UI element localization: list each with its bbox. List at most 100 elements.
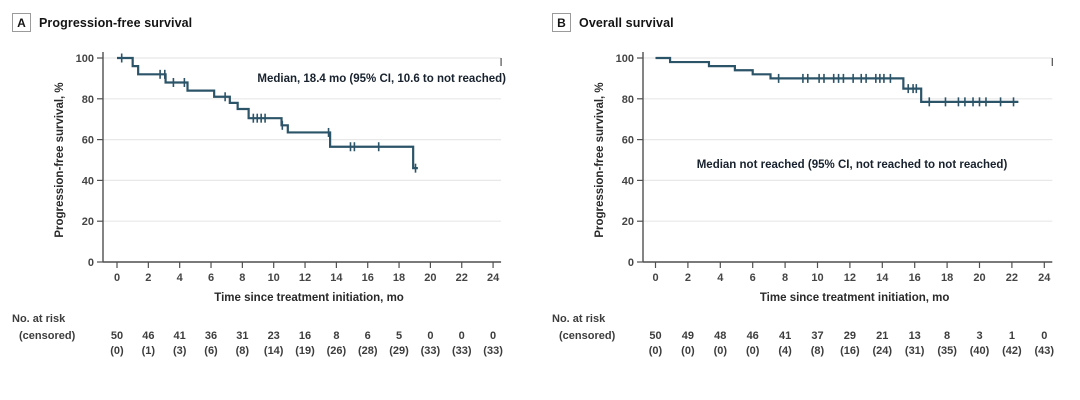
svg-text:(31): (31) bbox=[905, 345, 925, 357]
svg-text:0: 0 bbox=[114, 272, 120, 284]
panel-b-title-row: B Overall survival bbox=[552, 13, 674, 32]
svg-text:0: 0 bbox=[628, 257, 634, 269]
svg-text:0: 0 bbox=[1041, 330, 1047, 342]
svg-text:60: 60 bbox=[82, 135, 94, 147]
svg-text:36: 36 bbox=[205, 330, 217, 342]
svg-text:(29): (29) bbox=[389, 345, 409, 357]
svg-text:41: 41 bbox=[174, 330, 186, 342]
panel-letter-badge: B bbox=[552, 13, 571, 32]
svg-text:No. at risk: No. at risk bbox=[12, 313, 66, 325]
svg-text:22: 22 bbox=[1006, 272, 1018, 284]
svg-text:(33): (33) bbox=[421, 345, 441, 357]
svg-text:24: 24 bbox=[487, 272, 500, 284]
svg-text:46: 46 bbox=[142, 330, 154, 342]
svg-text:(16): (16) bbox=[840, 345, 860, 357]
svg-text:(0): (0) bbox=[649, 345, 663, 357]
svg-text:20: 20 bbox=[82, 216, 94, 228]
svg-text:29: 29 bbox=[844, 330, 856, 342]
svg-text:6: 6 bbox=[750, 272, 756, 284]
svg-text:(0): (0) bbox=[110, 345, 124, 357]
panel-letter-badge: A bbox=[12, 13, 31, 32]
svg-text:12: 12 bbox=[844, 272, 856, 284]
svg-text:50: 50 bbox=[111, 330, 123, 342]
svg-text:(4): (4) bbox=[778, 345, 792, 357]
svg-text:20: 20 bbox=[973, 272, 985, 284]
panel-progression-free-survival: A Progression-free survival 0 20 40 60 80 100… bbox=[12, 13, 506, 357]
svg-text:0: 0 bbox=[459, 330, 465, 342]
svg-text:(14): (14) bbox=[264, 345, 284, 357]
svg-text:1: 1 bbox=[1009, 330, 1015, 342]
svg-text:8: 8 bbox=[333, 330, 339, 342]
svg-text:6: 6 bbox=[208, 272, 214, 284]
svg-text:3: 3 bbox=[976, 330, 982, 342]
svg-text:0: 0 bbox=[427, 330, 433, 342]
svg-text:31: 31 bbox=[236, 330, 248, 342]
svg-text:16: 16 bbox=[362, 272, 374, 284]
svg-text:50: 50 bbox=[649, 330, 661, 342]
svg-text:12: 12 bbox=[299, 272, 311, 284]
svg-text:100: 100 bbox=[616, 53, 634, 65]
svg-text:(0): (0) bbox=[746, 345, 760, 357]
panel-title: Overall survival bbox=[579, 15, 674, 30]
panel-title: Progression-free survival bbox=[39, 15, 193, 30]
svg-text:20: 20 bbox=[622, 216, 634, 228]
svg-text:46: 46 bbox=[747, 330, 759, 342]
svg-text:(8): (8) bbox=[236, 345, 250, 357]
svg-text:6: 6 bbox=[365, 330, 371, 342]
svg-text:2: 2 bbox=[145, 272, 151, 284]
svg-text:No. at risk: No. at risk bbox=[552, 313, 606, 325]
svg-text:(35): (35) bbox=[937, 345, 957, 357]
svg-text:14: 14 bbox=[876, 272, 889, 284]
svg-text:18: 18 bbox=[393, 272, 405, 284]
svg-text:(33): (33) bbox=[452, 345, 472, 357]
svg-text:8: 8 bbox=[239, 272, 245, 284]
svg-text:0: 0 bbox=[490, 330, 496, 342]
svg-text:23: 23 bbox=[268, 330, 280, 342]
svg-text:4: 4 bbox=[177, 272, 184, 284]
svg-text:10: 10 bbox=[268, 272, 280, 284]
svg-text:60: 60 bbox=[622, 135, 634, 147]
svg-text:48: 48 bbox=[714, 330, 726, 342]
svg-text:4: 4 bbox=[717, 272, 724, 284]
svg-text:Progression-free survival, %: Progression-free survival, % bbox=[594, 82, 606, 237]
svg-text:5: 5 bbox=[396, 330, 402, 342]
svg-text:(26): (26) bbox=[327, 345, 347, 357]
svg-text:(0): (0) bbox=[681, 345, 695, 357]
svg-text:20: 20 bbox=[424, 272, 436, 284]
svg-text:(24): (24) bbox=[873, 345, 893, 357]
svg-text:(1): (1) bbox=[142, 345, 156, 357]
svg-text:(censored): (censored) bbox=[559, 330, 616, 342]
svg-text:(8): (8) bbox=[811, 345, 825, 357]
svg-text:40: 40 bbox=[82, 175, 94, 187]
svg-text:(19): (19) bbox=[295, 345, 315, 357]
svg-text:2: 2 bbox=[685, 272, 691, 284]
svg-text:Median, 18.4 mo (95% CI, 10.6: Median, 18.4 mo (95% CI, 10.6 to not rea… bbox=[257, 73, 506, 85]
svg-text:(42): (42) bbox=[1002, 345, 1022, 357]
svg-text:(33): (33) bbox=[483, 345, 503, 357]
panel-a-title-row: A Progression-free survival bbox=[12, 13, 192, 32]
svg-text:Time since treatment initiatio: Time since treatment initiation, mo bbox=[760, 292, 950, 304]
svg-text:(40): (40) bbox=[970, 345, 990, 357]
svg-text:8: 8 bbox=[944, 330, 950, 342]
svg-text:(censored): (censored) bbox=[19, 330, 76, 342]
svg-text:80: 80 bbox=[622, 94, 634, 106]
svg-text:(0): (0) bbox=[714, 345, 728, 357]
svg-text:41: 41 bbox=[779, 330, 791, 342]
svg-text:(3): (3) bbox=[173, 345, 187, 357]
svg-text:(28): (28) bbox=[358, 345, 378, 357]
svg-text:(6): (6) bbox=[204, 345, 218, 357]
svg-text:16: 16 bbox=[299, 330, 311, 342]
svg-text:16: 16 bbox=[909, 272, 921, 284]
svg-text:14: 14 bbox=[330, 272, 343, 284]
svg-text:Median not reached (95% CI, no: Median not reached (95% CI, not reached … bbox=[697, 159, 1008, 171]
svg-text:40: 40 bbox=[622, 175, 634, 187]
svg-text:80: 80 bbox=[82, 94, 94, 106]
svg-text:0: 0 bbox=[88, 257, 94, 269]
svg-text:10: 10 bbox=[811, 272, 823, 284]
svg-text:100: 100 bbox=[76, 53, 94, 65]
svg-text:49: 49 bbox=[682, 330, 694, 342]
svg-text:Progression-free survival, %: Progression-free survival, % bbox=[54, 82, 66, 237]
